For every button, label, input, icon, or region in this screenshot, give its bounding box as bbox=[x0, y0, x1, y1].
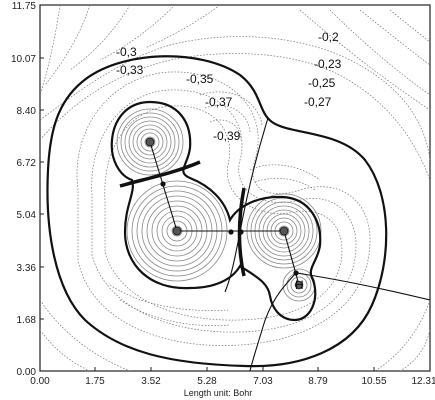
nucleus-central bbox=[172, 226, 182, 236]
contour-label: -0,2 bbox=[318, 30, 339, 44]
x-tick-label: 7.03 bbox=[253, 376, 273, 387]
contour-labels: -0,2 -0,3 -0,33 -0,35 -0,37 -0,39 -0,23 … bbox=[116, 30, 342, 143]
contour-label: -0,35 bbox=[186, 72, 214, 86]
nucleus-upper bbox=[145, 137, 155, 147]
y-tick-label: 0.00 bbox=[17, 367, 37, 378]
y-tick-label: 10.07 bbox=[11, 54, 36, 65]
x-axis: 0.00 1.75 3.52 5.28 7.03 8.79 10.55 12.3… bbox=[30, 367, 435, 387]
y-tick-label: 8.40 bbox=[17, 106, 37, 117]
nucleus-right bbox=[279, 226, 289, 236]
x-tick-label: 12.31 bbox=[411, 376, 435, 387]
nucleus-h bbox=[295, 281, 303, 289]
x-tick-label: 10.55 bbox=[361, 376, 386, 387]
contour-label: -0,27 bbox=[304, 95, 332, 109]
plot-frame bbox=[39, 4, 431, 372]
x-tick-label: 3.52 bbox=[141, 376, 161, 387]
x-tick-label: 1.75 bbox=[85, 376, 105, 387]
atomic-basin-outline bbox=[110, 100, 322, 322]
length-unit-label: Length unit: Bohr bbox=[184, 388, 253, 398]
atom-label-h: H bbox=[295, 278, 304, 292]
x-tick-label: 0.00 bbox=[30, 376, 50, 387]
y-tick-label: 6.72 bbox=[17, 158, 37, 169]
nuclei bbox=[145, 137, 303, 289]
contour-label: -0,23 bbox=[314, 57, 342, 71]
molecular-envelope bbox=[46, 55, 388, 368]
y-tick-label: 5.04 bbox=[17, 210, 37, 221]
x-tick-label: 8.79 bbox=[308, 376, 328, 387]
x-tick-label: 5.28 bbox=[197, 376, 217, 387]
inner-dotted-contours bbox=[76, 71, 371, 346]
upper-atom-contours bbox=[116, 108, 184, 176]
contour-label: -0,25 bbox=[308, 76, 336, 90]
y-axis: 11.75 10.07 8.40 6.72 5.04 3.36 1.68 0.0… bbox=[11, 1, 44, 378]
contour-label: -0,39 bbox=[213, 129, 241, 143]
contour-label: -0,3 bbox=[116, 45, 137, 59]
outer-dotted-contours bbox=[40, 5, 430, 371]
contour-label: -0,33 bbox=[116, 63, 144, 77]
y-tick-label: 3.36 bbox=[17, 263, 37, 274]
contour-field bbox=[40, 5, 430, 371]
separatrix-upper bbox=[119, 160, 201, 188]
contour-label: -0,37 bbox=[205, 95, 233, 109]
y-tick-label: 1.68 bbox=[17, 315, 37, 326]
y-tick-label: 11.75 bbox=[12, 1, 37, 12]
bond-critical-points bbox=[160, 181, 299, 276]
